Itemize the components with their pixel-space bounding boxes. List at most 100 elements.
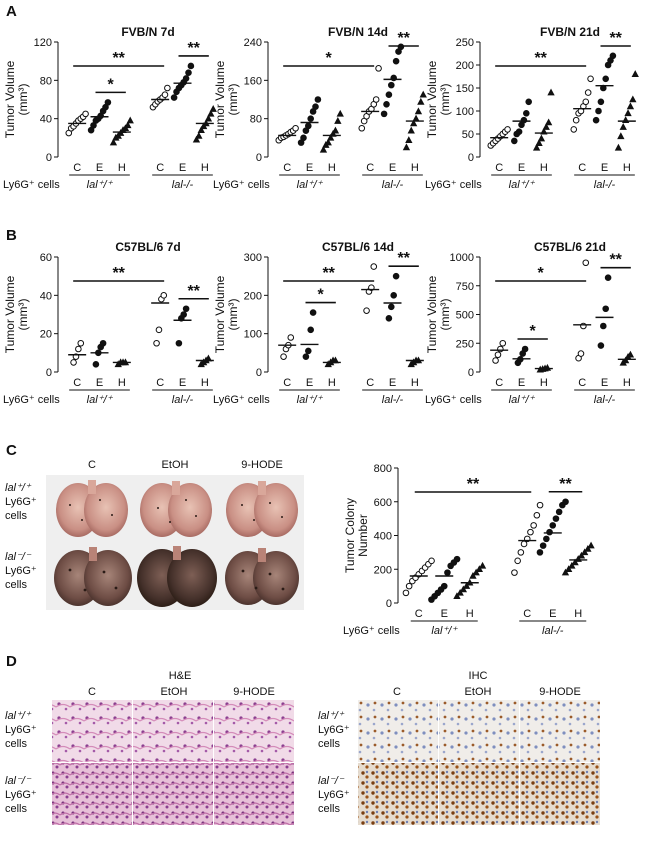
data-point-circle — [385, 315, 393, 322]
row-label: Ly6G⁺ cells — [343, 625, 400, 637]
data-point-circle — [539, 542, 547, 549]
data-point-circle — [536, 501, 544, 509]
group-label: lal⁺/⁺ — [431, 625, 458, 637]
data-point-circle — [523, 110, 530, 117]
data-point-circle — [385, 91, 393, 99]
y-axis-label: Tumor Volume(mm³) — [425, 275, 452, 353]
y-tick-label: 150 — [456, 83, 474, 95]
y-tick-label: 0 — [256, 367, 262, 379]
category-label: C — [495, 377, 503, 389]
panel-label-b: B — [6, 227, 17, 244]
data-point-circle — [533, 511, 541, 519]
group-label: lal⁺/⁺ — [509, 179, 536, 191]
ihc-row1-cells: cells — [318, 738, 341, 750]
data-point-triangle — [614, 143, 623, 151]
data-point-circle — [402, 589, 410, 597]
lung-image-wt-9hode — [226, 481, 298, 537]
group-label: lal-/- — [382, 394, 404, 406]
chart-colony-number: 0 200 400 600 800 Tumor ColonyNumber ** ** C E Hla… — [343, 463, 595, 637]
data-point-triangle — [109, 138, 118, 146]
category-label: E — [179, 162, 186, 174]
data-point-circle — [453, 555, 461, 563]
y-axis-label-line2: (mm³) — [438, 84, 452, 116]
y-tick-label: 50 — [462, 129, 474, 141]
he-panel: H&E C EtOH 9-HODE lal⁺/⁺ Ly6G⁺ cells lal… — [5, 670, 294, 825]
he-col-9hode: 9-HODE — [233, 686, 275, 698]
lung-image-ko-9hode — [225, 548, 299, 605]
category-label: C — [523, 608, 531, 620]
lung-row2-cell: Ly6G⁺ — [5, 565, 37, 577]
category-label: C — [283, 162, 291, 174]
y-axis-label-line2: (mm³) — [16, 299, 30, 331]
group-label: lal⁺/⁺ — [87, 179, 114, 191]
data-point-triangle — [417, 97, 425, 105]
group-label: lal-/- — [172, 394, 194, 406]
ihc-col-c: C — [393, 686, 401, 698]
data-point-circle — [170, 94, 178, 101]
data-point-circle — [375, 65, 382, 72]
chart-title: FVB/N 14d — [328, 25, 388, 39]
data-point-triangle — [462, 582, 471, 589]
y-axis-label-line1: Tumor Volume — [425, 275, 439, 353]
data-point-triangle — [319, 145, 328, 153]
data-point-circle — [527, 528, 534, 536]
y-tick-label: 40 — [40, 290, 52, 302]
category-label: C — [73, 162, 81, 174]
data-point-circle — [312, 103, 319, 110]
data-point-circle — [388, 81, 395, 89]
data-point-circle — [570, 126, 578, 133]
y-axis-label-line1: Tumor Volume — [213, 275, 227, 353]
data-point-triangle — [207, 109, 215, 117]
ihc-col-9hode: 9-HODE — [539, 686, 581, 698]
data-point-circle — [405, 582, 413, 590]
y-tick-label: 0 — [468, 152, 474, 164]
significance-label: * — [318, 287, 325, 304]
he-image-ko-9hode — [214, 763, 294, 825]
data-point-circle — [602, 75, 610, 83]
category-label: H — [540, 162, 548, 174]
y-tick-label: 400 — [374, 531, 392, 543]
he-row2-cells: cells — [5, 803, 28, 815]
data-point-circle — [153, 339, 160, 347]
y-tick-label: 0 — [46, 367, 52, 379]
data-point-circle — [536, 549, 544, 556]
lung-row1-genotype: lal⁺/⁺ — [5, 482, 32, 494]
he-row1-labels: lal⁺/⁺ Ly6G⁺ cells — [5, 710, 37, 750]
y-tick-label: 500 — [456, 310, 474, 322]
data-point-circle — [597, 98, 605, 106]
data-point-triangle — [626, 102, 635, 110]
category-label: H — [328, 377, 336, 389]
data-point-circle — [161, 91, 169, 99]
category-label: E — [549, 608, 556, 620]
data-point-triangle — [624, 109, 632, 117]
y-tick-label: 600 — [374, 497, 392, 509]
ihc-row2-genotype: lal⁻/⁻ — [318, 775, 345, 787]
data-point-triangle — [577, 551, 586, 559]
lung-col-c: C — [88, 459, 96, 471]
data-point-circle — [582, 259, 590, 267]
lung-image-wt-c — [56, 480, 128, 537]
lung-col-9hode: 9-HODE — [241, 459, 283, 471]
ihc-col-etoh: EtOH — [465, 686, 492, 698]
he-image-ko-etoh — [133, 763, 213, 825]
data-point-triangle — [192, 135, 201, 143]
group-label: lal-/- — [172, 179, 194, 191]
y-tick-label: 0 — [256, 152, 262, 164]
category-label: H — [623, 162, 631, 174]
row-label: Ly6G⁺ cells — [425, 394, 482, 406]
category-label: C — [578, 162, 586, 174]
tumor-speckles — [68, 499, 285, 592]
data-point-triangle — [412, 114, 420, 122]
data-point-triangle — [571, 558, 579, 566]
significance-label: ** — [187, 283, 200, 300]
y-axis-label: Tumor Volume(mm³) — [3, 60, 30, 138]
y-tick-label: 80 — [40, 75, 52, 87]
data-point-triangle — [469, 571, 477, 579]
category-label: H — [201, 377, 209, 389]
lung-image-ko-c — [54, 547, 132, 606]
category-label: C — [578, 377, 586, 389]
y-tick-label: 200 — [456, 60, 474, 72]
he-title: H&E — [169, 670, 192, 682]
data-point-triangle — [331, 126, 340, 134]
data-point-triangle — [126, 116, 134, 124]
